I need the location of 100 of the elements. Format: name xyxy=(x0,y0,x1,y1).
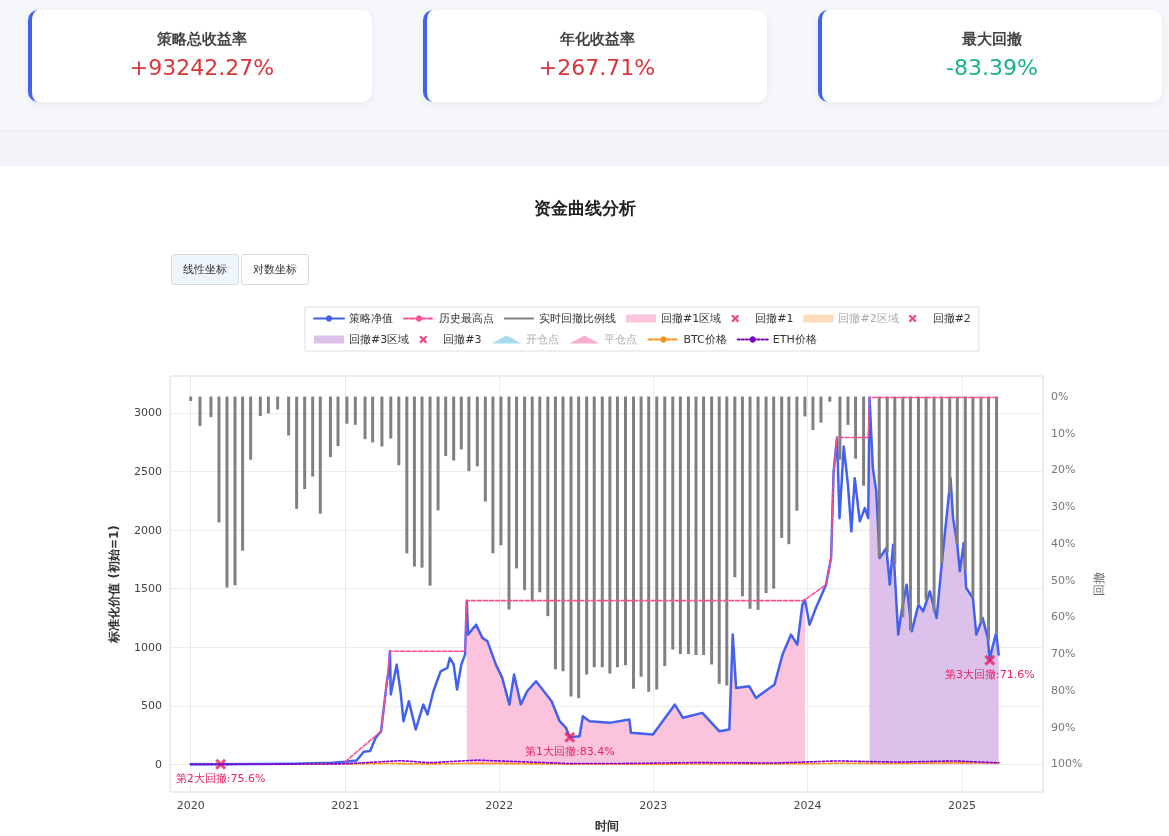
legend-label: 回撤#2区域 xyxy=(838,312,899,325)
bar xyxy=(877,396,881,558)
y-tick-label: 2000 xyxy=(134,523,162,537)
legend-label: 回撤#1区域 xyxy=(661,312,722,325)
bar xyxy=(452,396,456,461)
y-tick-label: 0 xyxy=(155,757,162,771)
legend-label: ETH价格 xyxy=(772,333,817,346)
bar xyxy=(639,396,643,677)
bar xyxy=(694,396,698,656)
bar xyxy=(924,396,928,600)
y2-tick-label: 20% xyxy=(1051,463,1076,477)
y-tick-label: 500 xyxy=(141,699,162,713)
bar xyxy=(459,396,463,450)
bar xyxy=(803,396,807,417)
y-tick-label: 3000 xyxy=(134,406,162,420)
bar xyxy=(632,396,636,689)
bar xyxy=(475,396,479,467)
bar xyxy=(995,396,999,635)
bar xyxy=(908,396,912,631)
bar xyxy=(363,396,367,440)
bar xyxy=(787,396,791,545)
bar xyxy=(336,396,340,447)
bar xyxy=(772,396,776,589)
legend-label: 实时回撤比例线 xyxy=(539,312,616,325)
bar xyxy=(345,396,349,424)
bar xyxy=(624,396,627,666)
bar xyxy=(663,396,667,667)
bar xyxy=(217,396,221,523)
bar xyxy=(530,396,534,602)
bar xyxy=(979,396,983,624)
category-label: 最大回撤 xyxy=(961,30,1023,49)
y2-tick-label: 40% xyxy=(1051,536,1076,550)
bar xyxy=(862,396,866,486)
bar xyxy=(266,396,270,414)
y2-tick-label: 100% xyxy=(1051,757,1083,771)
bar xyxy=(655,396,659,690)
bar xyxy=(233,396,237,586)
y-tick-label: 1500 xyxy=(134,582,162,596)
bar xyxy=(577,396,581,699)
bar xyxy=(258,396,262,417)
y2-tick-label: 80% xyxy=(1051,683,1076,697)
y-tick-label: 1000 xyxy=(134,640,162,654)
stat-card: 年化收益率 +267.71% xyxy=(423,10,767,102)
x-tick-label: 2021 xyxy=(331,799,360,812)
bar xyxy=(241,396,245,551)
legend-label: 开仓点 xyxy=(526,333,560,346)
bar xyxy=(733,396,737,578)
bar xyxy=(780,396,784,538)
bar xyxy=(491,396,495,554)
bar xyxy=(811,396,815,430)
y2-tick-label: 70% xyxy=(1051,647,1076,661)
bar xyxy=(311,396,315,477)
bar xyxy=(303,396,307,490)
bar xyxy=(436,396,440,511)
bar xyxy=(828,396,832,402)
x-axis-title: 时间 xyxy=(594,819,619,833)
bar xyxy=(189,396,193,401)
y2-tick-label: 90% xyxy=(1051,720,1076,734)
annotation: 第3大回撤:71.6% xyxy=(944,668,1035,682)
y2-tick-label: 50% xyxy=(1051,573,1076,587)
category-label: 年化收益率 xyxy=(558,30,636,49)
y2-tick-label: 30% xyxy=(1051,500,1076,514)
y2-tick-label: 0% xyxy=(1051,390,1069,404)
legend-label: 历史最高点 xyxy=(439,312,494,325)
annotation: 第1大回撤:83.4% xyxy=(524,745,615,759)
bar xyxy=(740,396,744,597)
point xyxy=(215,758,227,770)
bar xyxy=(405,396,409,554)
bar xyxy=(397,396,401,466)
bar xyxy=(725,396,729,686)
bar xyxy=(592,396,596,668)
bar xyxy=(838,396,842,460)
bar xyxy=(499,396,503,546)
bar xyxy=(420,396,424,568)
bar xyxy=(846,396,850,425)
bar xyxy=(756,396,760,610)
bar xyxy=(748,396,752,609)
x-tick-label: 2025 xyxy=(947,799,976,812)
bar xyxy=(371,396,375,443)
bar xyxy=(428,396,432,586)
bar xyxy=(854,396,858,459)
chart-title: 资金曲线分析 xyxy=(533,197,636,218)
bar xyxy=(276,396,280,410)
y2-tick-label: 60% xyxy=(1051,610,1076,624)
bar xyxy=(686,396,690,654)
bar xyxy=(546,396,550,617)
bar xyxy=(569,396,573,697)
scale-button: 线性坐标 xyxy=(171,254,239,285)
bar xyxy=(893,396,897,565)
bar xyxy=(971,396,975,598)
point xyxy=(984,654,996,666)
bar xyxy=(795,396,799,511)
y-axis-title: 标准化价值 (初始=1) xyxy=(107,525,121,644)
annotation: 第2大回撤:75.6% xyxy=(175,772,266,786)
bar xyxy=(412,396,416,567)
stat-card: 策略总收益率 +93242.27% xyxy=(28,10,372,102)
bar xyxy=(483,396,487,502)
legend-label: 回撤#3区域 xyxy=(349,333,410,346)
bar xyxy=(444,396,448,457)
bar xyxy=(916,396,920,604)
